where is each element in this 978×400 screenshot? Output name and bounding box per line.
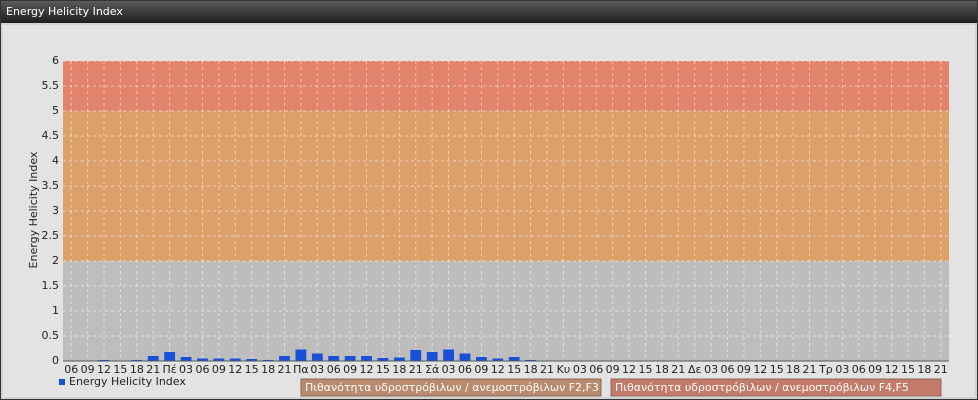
x-tick-label: 12: [97, 363, 111, 376]
x-tick-label: 06: [458, 363, 472, 376]
bar: [328, 356, 340, 361]
bar: [426, 352, 438, 361]
chart: Energy Helicity Index 0 0.5 1 1.5 2 2.5 3 3.5 4 4…: [3, 25, 975, 397]
x-tick-label: 06: [589, 363, 603, 376]
y-tick-label: 4: [52, 154, 59, 167]
title-bar: Energy Helicity Index: [1, 1, 977, 23]
x-tick-label: 15: [376, 363, 390, 376]
x-tick-label: 21: [146, 363, 160, 376]
bar: [459, 353, 471, 361]
x-tick-label: 12: [491, 363, 505, 376]
x-tick-label: 15: [901, 363, 915, 376]
x-tick-label: 09: [737, 363, 751, 376]
x-tick-label: 03: [442, 363, 456, 376]
x-tick-label: 15: [113, 363, 127, 376]
x-tick-label: 03: [704, 363, 718, 376]
y-tick-label: 0: [52, 354, 59, 367]
bar: [443, 349, 454, 361]
bar: [213, 358, 225, 361]
bar: [279, 356, 290, 361]
x-tick-label: 06: [852, 363, 866, 376]
x-tick-label: 15: [770, 363, 784, 376]
bar: [344, 356, 356, 361]
x-tick-label: 09: [81, 363, 95, 376]
x-tick-label: Δε: [688, 363, 702, 376]
x-tick-label: 18: [786, 363, 800, 376]
x-tick-label: 03: [310, 363, 324, 376]
y-tick-label: 3: [52, 204, 59, 217]
x-tick-label: 12: [622, 363, 636, 376]
bar: [197, 358, 208, 361]
bar: [180, 357, 192, 361]
x-tick-label: 18: [917, 363, 931, 376]
x-tick-label: 03: [835, 363, 849, 376]
x-tick-label: Πα: [293, 363, 309, 376]
x-tick-label: 15: [638, 363, 652, 376]
x-tick-label: 09: [343, 363, 357, 376]
y-tick-label: 5.5: [42, 79, 60, 92]
y-tick-label: 2: [52, 254, 59, 267]
x-tick-label: 06: [64, 363, 78, 376]
y-tick-label: 5: [52, 104, 59, 117]
y-tick-label: 2.5: [42, 229, 60, 242]
x-tick-label: 09: [212, 363, 226, 376]
x-tick-label: Πέ: [163, 363, 177, 376]
x-tick-label: 06: [327, 363, 341, 376]
x-tick-label: 12: [885, 363, 899, 376]
bar: [147, 356, 159, 361]
x-tick-label: 21: [278, 363, 292, 376]
legend-swatch: [59, 379, 65, 385]
x-tick-label: Τρ: [818, 363, 833, 376]
x-tick-label: 21: [671, 363, 685, 376]
x-tick-label: 18: [524, 363, 538, 376]
bar: [229, 358, 241, 361]
legend-label: Energy Helicity Index: [69, 375, 186, 388]
bar: [410, 350, 422, 361]
x-tick-label: 12: [753, 363, 767, 376]
x-tick-label: 06: [721, 363, 735, 376]
x-tick-label: 21: [803, 363, 817, 376]
x-tick-label: 18: [392, 363, 406, 376]
x-tick-label: 15: [507, 363, 521, 376]
x-tick-label: 09: [606, 363, 620, 376]
x-tick-label: 21: [540, 363, 554, 376]
x-tick-label: 15: [245, 363, 259, 376]
x-tick-label: Σά: [425, 363, 439, 376]
band-legend-label: Πιθανότητα υδροστρόβιλων / ανεμοστρόβιλω…: [615, 381, 909, 394]
x-tick-label: 09: [868, 363, 882, 376]
x-tick-label: 18: [655, 363, 669, 376]
x-tick-label: Κυ: [557, 363, 571, 376]
y-tick-label: 6: [52, 54, 59, 67]
bar: [164, 352, 176, 361]
band-legend-label: Πιθανότητα υδροστρόβιλων / ανεμοστρόβιλω…: [305, 381, 599, 394]
x-tick-label: 18: [130, 363, 144, 376]
x-tick-label: 03: [179, 363, 193, 376]
bar: [508, 357, 520, 361]
y-tick-label: 0.5: [42, 329, 60, 342]
bar: [377, 358, 389, 361]
bar: [475, 357, 487, 361]
bar: [295, 349, 307, 361]
band-legend-box: [300, 378, 602, 397]
y-tick-label: 1.5: [42, 279, 60, 292]
x-tick-label: 09: [474, 363, 488, 376]
x-tick-label: 06: [195, 363, 209, 376]
y-tick-label: 4.5: [42, 129, 60, 142]
x-tick-label: 18: [261, 363, 275, 376]
bar: [311, 353, 323, 361]
bar: [393, 357, 405, 361]
bar: [246, 359, 258, 361]
y-tick-label: 3.5: [42, 179, 60, 192]
x-tick-label: 21: [934, 363, 948, 376]
y-axis-label: Energy Helicity Index: [27, 151, 40, 268]
y-tick-label: 1: [52, 304, 59, 317]
bar: [361, 356, 372, 361]
x-tick-label: 12: [360, 363, 374, 376]
bar: [492, 358, 504, 361]
band-legend-box: [610, 378, 942, 397]
x-tick-label: 21: [409, 363, 423, 376]
x-tick-label: 03: [573, 363, 587, 376]
x-tick-label: 12: [228, 363, 242, 376]
